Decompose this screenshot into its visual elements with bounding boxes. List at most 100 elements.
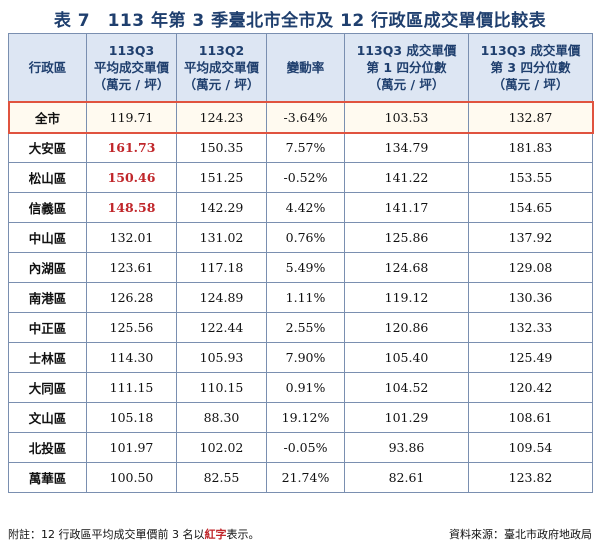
change-cell: -0.05% [266,432,345,463]
q2-avg-cell: 124.23 [176,101,267,133]
district-cell: 北投區 [8,432,87,463]
header-line: 行政區 [28,60,67,75]
q3-quartile-cell: 108.61 [468,402,593,433]
q3-avg-cell: 148.58 [86,192,177,223]
table-title: 表 7 113 年第 3 季臺北市全市及 12 行政區成交單價比較表 [53,11,547,31]
q3-avg-cell: 119.71 [86,101,177,133]
change-cell: 4.42% [266,192,345,223]
header-line: 第 1 四分位數 [366,60,447,75]
q3-avg-cell: 100.50 [86,462,177,493]
q3-avg-cell: 114.30 [86,342,177,373]
q3-quartile-cell: 181.83 [468,132,593,163]
header-line: 113Q3 成交單價 [356,43,457,58]
header-line: （萬元 / 坪） [368,77,445,92]
q1-quartile-cell: 105.40 [344,342,469,373]
change-cell: 1.11% [266,282,345,313]
q2-avg-cell: 88.30 [176,402,267,433]
header-q2-avg: 113Q2 平均成交單價 （萬元 / 坪） [176,33,267,102]
q3-quartile-cell: 153.55 [468,162,593,193]
change-cell: 19.12% [266,402,345,433]
change-cell: 2.55% [266,312,345,343]
change-cell: 5.49% [266,252,345,283]
change-cell: 0.91% [266,372,345,403]
q2-avg-cell: 142.29 [176,192,267,223]
table-row: 信義區 148.58 142.29 4.42% 141.17 154.65 [8,192,593,223]
table-row: 南港區 126.28 124.89 1.11% 119.12 130.36 [8,282,593,313]
header-district: 行政區 [8,33,87,102]
q1-quartile-cell: 119.12 [344,282,469,313]
header-line: 平均成交單價 [93,60,169,75]
district-cell: 信義區 [8,192,87,223]
q3-avg-cell: 132.01 [86,222,177,253]
header-line: （萬元 / 坪） [492,77,569,92]
header-line: （萬元 / 坪） [93,77,170,92]
table-row: 松山區 150.46 151.25 -0.52% 141.22 153.55 [8,162,593,193]
district-cell: 文山區 [8,402,87,433]
header-line: 113Q2 [198,43,245,58]
q3-quartile-cell: 137.92 [468,222,593,253]
q1-quartile-cell: 124.68 [344,252,469,283]
table-row: 文山區 105.18 88.30 19.12% 101.29 108.61 [8,402,593,433]
header-line: 第 3 四分位數 [490,60,571,75]
header-line: 平均成交單價 [183,60,259,75]
q2-avg-cell: 110.15 [176,372,267,403]
q3-quartile-cell: 109.54 [468,432,593,463]
q1-quartile-cell: 134.79 [344,132,469,163]
footnote-red-text: 紅字 [204,528,227,541]
price-comparison-table: 行政區 113Q3 平均成交單價 （萬元 / 坪） 113Q2 平均成交單價 （萬元 /… [7,33,594,493]
district-cell: 松山區 [8,162,87,193]
q2-avg-cell: 82.55 [176,462,267,493]
table-row: 萬華區 100.50 82.55 21.74% 82.61 123.82 [8,462,593,493]
footnote-suffix: 表示。 [226,528,260,541]
q1-quartile-cell: 103.53 [344,101,469,133]
q1-quartile-cell: 93.86 [344,432,469,463]
q3-quartile-cell: 120.42 [468,372,593,403]
q3-avg-cell: 125.56 [86,312,177,343]
header-q3-quartile: 113Q3 成交單價第 3 四分位數 （萬元 / 坪） [468,33,593,102]
table-row: 士林區 114.30 105.93 7.90% 105.40 125.49 [8,342,593,373]
header-row: 行政區 113Q3 平均成交單價 （萬元 / 坪） 113Q2 平均成交單價 （萬元 /… [8,33,593,102]
change-cell: 0.76% [266,222,345,253]
q2-avg-cell: 131.02 [176,222,267,253]
q2-avg-cell: 150.35 [176,132,267,163]
district-cell: 全市 [8,101,87,133]
q1-quartile-cell: 125.86 [344,222,469,253]
q1-quartile-cell: 141.22 [344,162,469,193]
table-row: 大同區 111.15 110.15 0.91% 104.52 120.42 [8,372,593,403]
q2-avg-cell: 124.89 [176,282,267,313]
district-cell: 中山區 [8,222,87,253]
district-cell: 萬華區 [8,462,87,493]
change-cell: -3.64% [266,101,345,133]
q3-avg-cell: 161.73 [86,132,177,163]
header-line: 113Q3 成交單價 [480,43,581,58]
q2-avg-cell: 117.18 [176,252,267,283]
q2-avg-cell: 151.25 [176,162,267,193]
q2-avg-cell: 122.44 [176,312,267,343]
q3-avg-cell: 105.18 [86,402,177,433]
header-q1-quartile: 113Q3 成交單價第 1 四分位數 （萬元 / 坪） [344,33,469,102]
q3-quartile-cell: 129.08 [468,252,593,283]
district-cell: 南港區 [8,282,87,313]
q3-quartile-cell: 125.49 [468,342,593,373]
district-cell: 中正區 [8,312,87,343]
q3-avg-cell: 150.46 [86,162,177,193]
q3-quartile-cell: 130.36 [468,282,593,313]
header-change: 變動率 [266,33,345,102]
q1-quartile-cell: 120.86 [344,312,469,343]
q1-quartile-cell: 82.61 [344,462,469,493]
table-row: 中山區 132.01 131.02 0.76% 125.86 137.92 [8,222,593,253]
header-line: 113Q3 [108,43,155,58]
header-line: （萬元 / 坪） [183,77,260,92]
table-row: 北投區 101.97 102.02 -0.05% 93.86 109.54 [8,432,593,463]
district-cell: 大同區 [8,372,87,403]
q1-quartile-cell: 104.52 [344,372,469,403]
q2-avg-cell: 102.02 [176,432,267,463]
header-q3-avg: 113Q3 平均成交單價 （萬元 / 坪） [86,33,177,102]
district-cell: 內湖區 [8,252,87,283]
change-cell: 7.90% [266,342,345,373]
q3-quartile-cell: 154.65 [468,192,593,223]
table-row: 大安區 161.73 150.35 7.57% 134.79 181.83 [8,132,593,163]
q3-avg-cell: 111.15 [86,372,177,403]
q1-quartile-cell: 141.17 [344,192,469,223]
district-cell: 士林區 [8,342,87,373]
